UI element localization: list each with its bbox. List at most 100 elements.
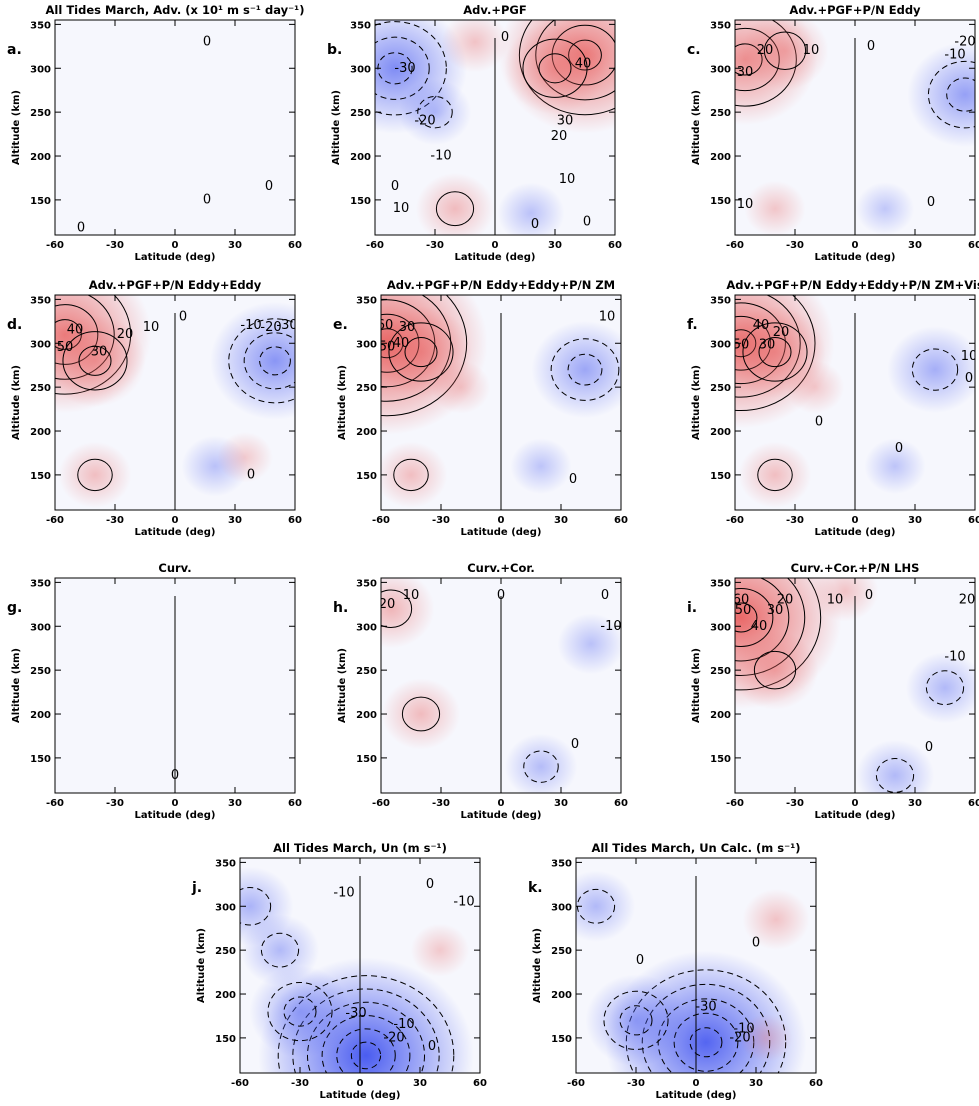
- contour-label: -30: [695, 1000, 716, 1015]
- x-axis-label: Latitude (deg): [135, 252, 216, 263]
- panel-title: Curv.+Cor.: [467, 561, 535, 575]
- x-tick-label: 60: [614, 515, 628, 526]
- contour-label: 20: [379, 597, 396, 612]
- y-tick-label: 200: [710, 152, 731, 163]
- x-tick-label: -30: [786, 240, 804, 251]
- y-tick-label: 200: [356, 427, 377, 438]
- y-tick-label: 350: [215, 858, 236, 869]
- contour-label: 0: [752, 936, 760, 951]
- x-tick-label: -30: [426, 240, 444, 251]
- y-tick-label: 150: [710, 754, 731, 765]
- x-axis-label: Latitude (deg): [656, 1090, 737, 1101]
- contour-label: -20: [414, 113, 435, 128]
- y-tick-label: 250: [30, 108, 51, 119]
- panel-k: 0 -30 -10-20 0 -60 -30 0 30 60 150 200 250 300 350 Lat…: [528, 841, 823, 1101]
- contour-label: 10: [393, 201, 410, 216]
- x-tick-label: -30: [627, 1078, 645, 1089]
- y-axis-label: Altitude (km): [691, 648, 702, 723]
- field-feature: [441, 20, 509, 73]
- field-feature: [864, 438, 926, 494]
- contour-line: [567, 353, 603, 386]
- contour-label: 50: [57, 340, 74, 355]
- contour-line: [243, 332, 295, 390]
- contour-line: [77, 458, 113, 492]
- y-tick-label: 200: [356, 710, 377, 721]
- y-tick-label: 350: [356, 578, 377, 589]
- x-tick-label: 60: [288, 798, 302, 809]
- y-axis-label: Altitude (km): [691, 365, 702, 440]
- panel-label: e.: [333, 317, 348, 333]
- field-feature: [739, 1013, 793, 1062]
- y-tick-label: 150: [710, 471, 731, 482]
- panel-label: j.: [191, 880, 202, 896]
- contour-line: [538, 53, 572, 84]
- panel-label: i.: [687, 600, 697, 616]
- panel-title: Adv.+PGF+P/N Eddy+Eddy+P/N ZM: [387, 278, 615, 292]
- field-feature: [240, 914, 320, 986]
- field-feature: [576, 870, 636, 942]
- x-tick-label: 30: [908, 240, 922, 251]
- y-tick-label: 300: [30, 64, 51, 75]
- field-feature: [381, 441, 448, 508]
- contour-label: -10: [333, 886, 354, 901]
- contour-label: 20: [777, 592, 794, 607]
- x-tick-label: 60: [968, 798, 979, 809]
- field-feature: [855, 182, 915, 235]
- x-tick-label: 30: [413, 1078, 427, 1089]
- y-tick-label: 250: [30, 666, 51, 677]
- field-feature: [415, 173, 495, 235]
- x-tick-label: -30: [786, 798, 804, 809]
- contour-label: 0: [179, 309, 187, 324]
- y-axis-label: Altitude (km): [532, 928, 543, 1003]
- x-tick-label: 0: [852, 798, 859, 809]
- contour-label: 50: [733, 338, 750, 353]
- y-tick-label: 350: [30, 578, 51, 589]
- contour-label: 20: [773, 325, 790, 340]
- x-tick-label: -30: [786, 515, 804, 526]
- y-tick-label: 150: [30, 754, 51, 765]
- contour-label: 0: [497, 588, 505, 603]
- x-tick-label: 60: [608, 240, 622, 251]
- y-tick-label: 350: [710, 578, 731, 589]
- y-axis-label: Altitude (km): [337, 365, 348, 440]
- contour-line: [523, 750, 559, 783]
- contour-label: 10: [827, 592, 844, 607]
- contour-line: [522, 38, 588, 98]
- x-tick-label: 60: [473, 1078, 487, 1089]
- y-tick-label: 300: [710, 339, 731, 350]
- x-tick-label: 0: [852, 240, 859, 251]
- contour-label: 30: [399, 320, 416, 335]
- contour-line: [350, 1041, 382, 1070]
- contour-line: [375, 21, 447, 116]
- contour-label: 0: [247, 467, 255, 482]
- y-tick-label: 350: [551, 858, 572, 869]
- contour-label: -20: [729, 1030, 750, 1045]
- plot-background: [55, 20, 295, 235]
- x-axis-label: Latitude (deg): [461, 810, 542, 821]
- field-feature: [381, 578, 435, 649]
- panel-title: All Tides March, Un (m s⁻¹): [273, 841, 447, 855]
- contour-label: -30: [276, 318, 297, 333]
- y-tick-label: 300: [30, 622, 51, 633]
- y-axis-label: Altitude (km): [11, 365, 22, 440]
- x-axis-label: Latitude (deg): [135, 527, 216, 538]
- x-tick-label: 60: [288, 515, 302, 526]
- y-tick-label: 250: [710, 383, 731, 394]
- panel-label: h.: [333, 600, 348, 616]
- y-tick-label: 250: [551, 946, 572, 957]
- field-feature: [735, 630, 819, 710]
- contour-label: 0: [428, 1039, 436, 1054]
- contour-label: 40: [751, 619, 768, 634]
- contour-label: 10: [143, 320, 160, 335]
- y-tick-label: 150: [30, 471, 51, 482]
- panel-title: Adv.+PGF+P/N Eddy+Eddy: [89, 278, 262, 292]
- contour-label: -10: [944, 649, 965, 664]
- x-tick-label: -60: [46, 515, 64, 526]
- panel-title: All Tides March, Un Calc. (m s⁻¹): [591, 841, 800, 855]
- field-feature: [398, 79, 472, 146]
- field-feature: [744, 180, 806, 235]
- contour-label: 0: [636, 953, 644, 968]
